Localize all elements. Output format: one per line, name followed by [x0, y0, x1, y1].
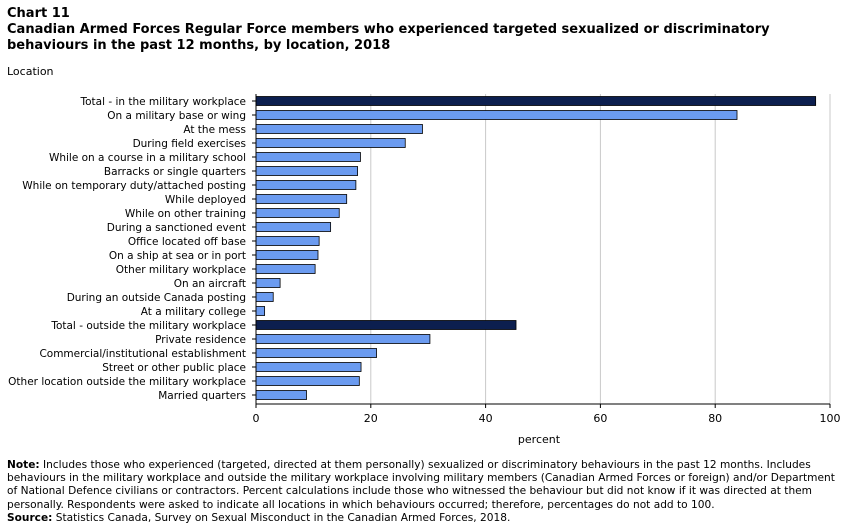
bar: [255, 236, 320, 246]
bar: [255, 306, 266, 316]
bars: [255, 96, 817, 400]
x-tick-label: 20: [364, 412, 378, 425]
gridlines: [370, 94, 831, 404]
bar: [255, 138, 406, 148]
category-label: On a military base or wing: [107, 110, 246, 122]
source-text: Statistics Canada, Survey on Sexual Misc…: [55, 511, 511, 524]
category-label: While on other training: [125, 208, 246, 220]
category-label: While deployed: [165, 194, 246, 206]
category-label: Barracks or single quarters: [104, 166, 246, 178]
bar: [255, 390, 307, 400]
bar: [255, 250, 319, 260]
category-labels: Total - in the military workplace On a mi…: [8, 96, 246, 402]
x-tick-label: 80: [708, 412, 722, 425]
category-label: Private residence: [155, 334, 246, 346]
category-label: During an outside Canada posting: [67, 292, 246, 304]
category-label: On a ship at sea or in port: [109, 250, 246, 262]
note-text: Includes those who experienced (targeted…: [7, 459, 835, 511]
note-label: Note:: [7, 459, 40, 471]
bar: [255, 222, 332, 232]
bar: [255, 320, 517, 330]
bar: [255, 96, 817, 106]
chart-title: Canadian Armed Forces Regular Force memb…: [7, 22, 770, 53]
bar: [255, 362, 362, 372]
bar: [255, 180, 357, 190]
bar: [255, 110, 738, 120]
source-label: Source:: [7, 511, 53, 524]
footnotes: Note: Includes those who experienced (ta…: [7, 459, 845, 525]
bar: [255, 194, 348, 204]
bar: [255, 376, 360, 386]
bar: [255, 348, 377, 358]
category-label: Total - outside the military workplace: [50, 320, 246, 332]
category-label: Other military workplace: [116, 264, 246, 276]
bar: [255, 334, 431, 344]
x-tick-label: 40: [479, 412, 493, 425]
bar-chart: Total - in the military workplace On a mi…: [8, 94, 841, 446]
bar: [255, 292, 274, 302]
bar: [255, 208, 340, 218]
source: Source: Statistics Canada, Survey on Sex…: [7, 512, 845, 525]
category-label: Street or other public place: [102, 362, 246, 374]
category-label: At the mess: [183, 124, 246, 136]
category-label: Other location outside the military work…: [8, 376, 246, 388]
x-axis-title: percent: [518, 433, 561, 446]
x-tick-label: 60: [593, 412, 607, 425]
chart-number: Chart 11: [7, 6, 70, 21]
category-label: Total - in the military workplace: [79, 96, 246, 108]
category-label: Office located off base: [128, 236, 246, 248]
bar: [255, 124, 423, 134]
category-label: While on temporary duty/attached posting: [22, 180, 246, 192]
category-label: On an aircraft: [174, 278, 246, 290]
x-axis: 0 20 40 60 80 100: [252, 94, 841, 425]
category-label: During field exercises: [133, 138, 246, 150]
bar: [255, 152, 361, 162]
category-label: While on a course in a military school: [49, 152, 246, 164]
bar: [255, 166, 358, 176]
bar: [255, 278, 281, 288]
y-axis-title: Location: [7, 65, 54, 78]
category-label: Married quarters: [158, 390, 246, 402]
note: Note: Includes those who experienced (ta…: [7, 459, 845, 512]
x-tick-label: 100: [820, 412, 841, 425]
category-label: Commercial/institutional establishment: [39, 348, 246, 360]
category-label: During a sanctioned event: [107, 222, 246, 234]
category-label: At a military college: [141, 306, 246, 318]
bar: [255, 264, 316, 274]
x-tick-label: 0: [253, 412, 260, 425]
